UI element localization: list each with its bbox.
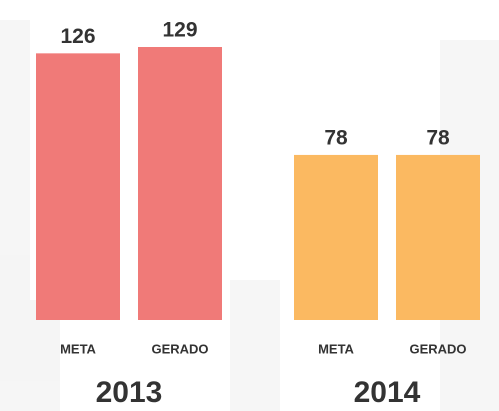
- bar: [138, 47, 222, 320]
- x-tick-label: GERADO: [151, 341, 208, 356]
- x-tick-label: META: [318, 341, 354, 356]
- value-label: 129: [162, 19, 197, 42]
- x-tick-label: GERADO: [409, 341, 466, 356]
- x-tick-label: META: [60, 341, 96, 356]
- bar: [396, 154, 480, 320]
- group-label: 2013: [96, 376, 163, 409]
- bar: [294, 154, 378, 320]
- value-label: 78: [324, 126, 348, 149]
- group-label: 2014: [354, 376, 421, 409]
- bar: [36, 53, 120, 320]
- value-label: 78: [426, 126, 450, 149]
- value-label: 126: [60, 25, 95, 48]
